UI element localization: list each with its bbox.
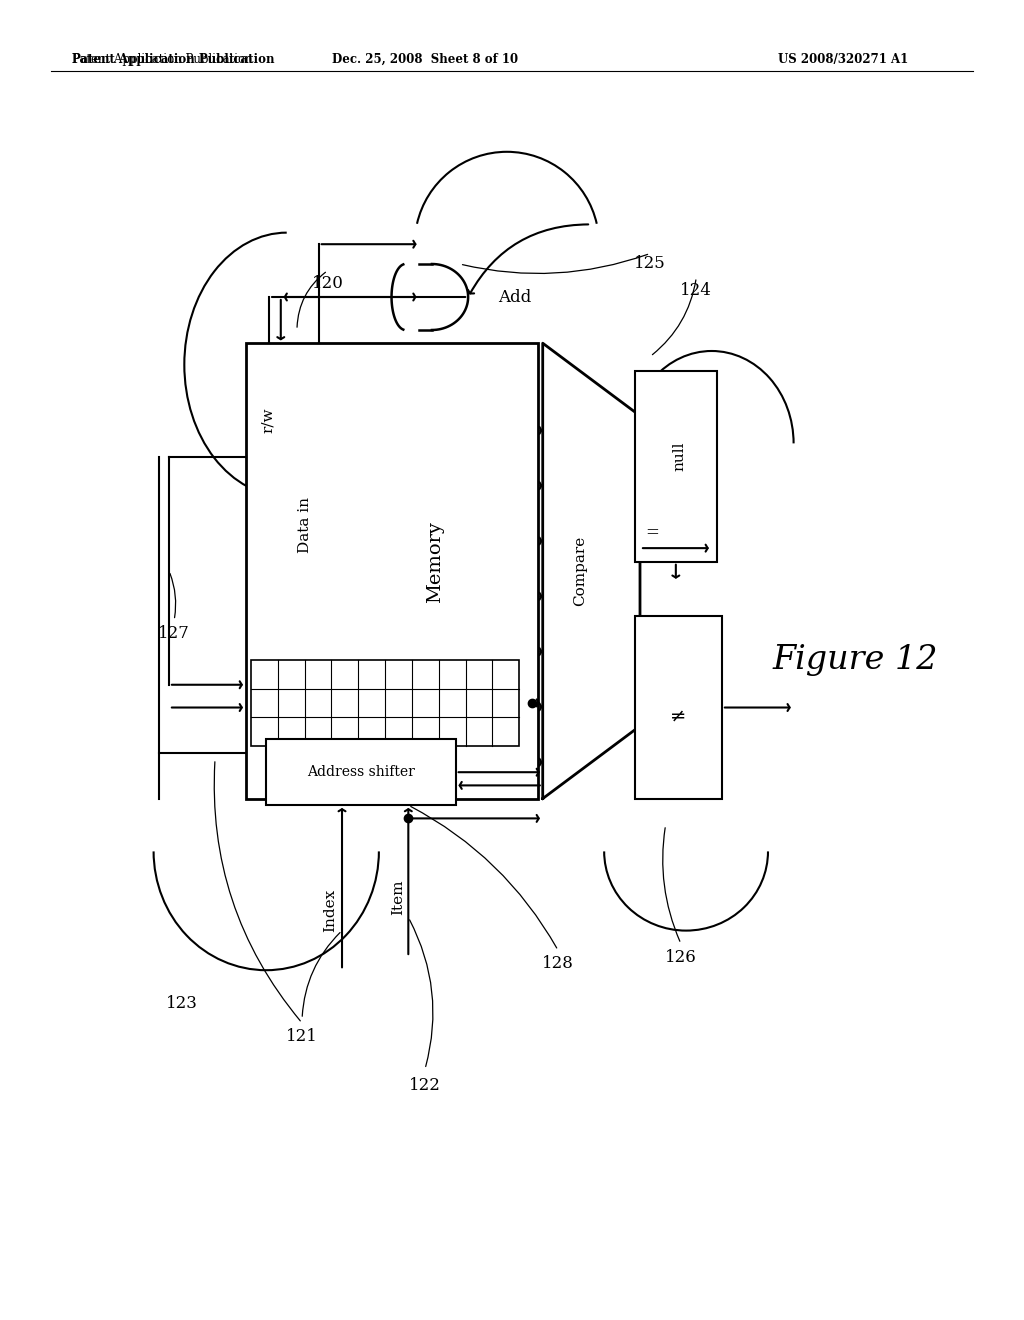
Text: 120: 120 — [311, 276, 344, 292]
Text: Address shifter: Address shifter — [307, 766, 415, 779]
Text: 124: 124 — [680, 282, 713, 298]
Text: 121: 121 — [286, 1028, 318, 1044]
FancyBboxPatch shape — [635, 616, 722, 799]
FancyBboxPatch shape — [266, 739, 456, 805]
Text: US 2008/320271 A1: US 2008/320271 A1 — [778, 53, 908, 66]
Text: 128: 128 — [542, 956, 574, 972]
Text: r/w: r/w — [261, 408, 275, 433]
Text: 123: 123 — [166, 995, 199, 1011]
FancyBboxPatch shape — [246, 343, 538, 799]
Text: Compare: Compare — [572, 536, 587, 606]
Text: Memory: Memory — [426, 521, 444, 603]
FancyBboxPatch shape — [251, 660, 519, 746]
Text: Data in: Data in — [298, 498, 312, 553]
Text: Dec. 25, 2008  Sheet 8 of 10: Dec. 25, 2008 Sheet 8 of 10 — [332, 53, 518, 66]
Polygon shape — [543, 343, 640, 799]
Text: 125: 125 — [634, 256, 667, 272]
Text: null: null — [673, 442, 687, 471]
FancyBboxPatch shape — [635, 371, 717, 562]
Text: Index: Index — [323, 890, 337, 932]
Text: 126: 126 — [665, 949, 697, 965]
Text: Item: Item — [391, 880, 406, 915]
Text: Add: Add — [498, 289, 531, 305]
Text: Figure 12: Figure 12 — [772, 644, 938, 676]
Text: Patent Application Publication: Patent Application Publication — [72, 53, 274, 66]
Text: Patent Application Publication: Patent Application Publication — [72, 53, 252, 66]
Text: ≠: ≠ — [671, 708, 686, 726]
Text: 127: 127 — [158, 626, 190, 642]
Text: =: = — [645, 524, 659, 541]
Text: 122: 122 — [409, 1077, 441, 1093]
